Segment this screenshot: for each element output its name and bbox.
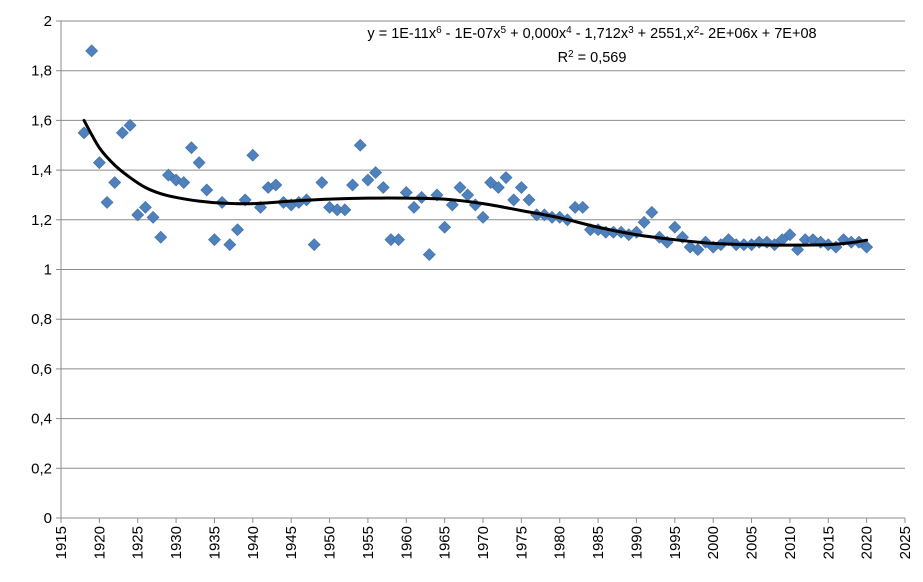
x-tick-label: 1915 — [53, 526, 70, 559]
data-point — [85, 44, 99, 58]
data-point — [476, 210, 490, 224]
x-tick-label: 1920 — [91, 526, 108, 559]
y-tick-labels: 0 0,2 0,4 0,6 0,8 1 1,2 1,4 1,6 1,8 2 — [31, 13, 52, 527]
y-tick-label: 0,4 — [31, 411, 52, 428]
data-point — [177, 176, 191, 189]
data-point — [438, 220, 452, 234]
data-point — [507, 193, 521, 207]
trendline — [82, 118, 869, 247]
x-tick-label: 1955 — [360, 526, 377, 559]
x-tick-label: 1995 — [667, 526, 684, 559]
data-point — [514, 181, 528, 194]
data-point — [208, 233, 221, 247]
x-tick-label: 1965 — [437, 526, 454, 559]
x-tick-label: 1930 — [168, 526, 185, 559]
x-tick-label: 2015 — [820, 526, 837, 559]
x-tick-label: 2025 — [897, 526, 914, 559]
x-tick-label: 1950 — [322, 526, 339, 559]
data-point — [453, 181, 467, 194]
x-tick-label: 1975 — [513, 526, 530, 559]
data-point — [645, 205, 659, 219]
data-point — [231, 223, 244, 237]
data-point — [392, 233, 406, 247]
x-tick-label: 2010 — [782, 526, 799, 559]
data-point — [576, 200, 590, 214]
data-point — [668, 220, 682, 234]
data-point — [246, 148, 260, 162]
data-point — [161, 168, 175, 182]
data-point — [484, 176, 498, 189]
data-point — [146, 210, 160, 224]
y-tick-label: 1,8 — [31, 63, 52, 80]
data-point — [315, 176, 329, 189]
data-point — [353, 138, 367, 152]
y-tick-label: 0,8 — [31, 311, 52, 328]
data-point — [369, 166, 383, 180]
data-points — [77, 44, 874, 262]
x-tick-label: 1960 — [398, 526, 415, 559]
data-point — [361, 173, 375, 187]
data-point — [407, 200, 421, 214]
data-point — [338, 203, 352, 217]
x-tick-label: 1990 — [628, 526, 645, 559]
data-point — [131, 208, 145, 222]
x-tick-label: 1970 — [475, 526, 492, 559]
y-tick-label: 1,2 — [31, 212, 52, 229]
trendline-curve — [82, 118, 869, 247]
data-point — [445, 198, 459, 212]
x-tick-label: 1980 — [552, 526, 569, 559]
data-point — [192, 156, 206, 170]
trendline-annotation: y = 1E-11x6 - 1E-07x5 + 0,000x4 - 1,712x… — [367, 25, 816, 67]
data-point — [200, 183, 214, 197]
data-point — [138, 200, 152, 214]
y-tick-label: 1,6 — [31, 112, 52, 129]
data-point — [461, 188, 475, 202]
data-point — [307, 238, 321, 252]
data-point — [783, 228, 797, 242]
y-tick-label: 0 — [44, 510, 52, 527]
data-point — [223, 238, 237, 252]
data-point — [691, 243, 705, 257]
data-point — [637, 215, 651, 229]
x-tick-label: 1935 — [206, 526, 223, 559]
data-point — [92, 156, 106, 170]
data-point — [491, 181, 505, 194]
data-point — [422, 248, 436, 262]
data-point — [123, 118, 137, 132]
x-tick-label: 1945 — [283, 526, 300, 559]
trendline-equation: y = 1E-11x6 - 1E-07x5 + 0,000x4 - 1,712x… — [367, 25, 816, 43]
x-tick-label: 1925 — [130, 526, 147, 559]
data-point — [185, 141, 198, 155]
data-point — [522, 193, 536, 207]
y-tick-label: 0,6 — [31, 361, 52, 378]
data-point — [100, 195, 114, 209]
y-tick-label: 1,4 — [31, 162, 52, 179]
x-tick-label: 2020 — [859, 526, 876, 559]
data-point — [154, 230, 168, 244]
data-point — [499, 171, 513, 184]
data-point — [269, 178, 283, 192]
data-point — [376, 181, 390, 194]
data-point — [108, 176, 122, 189]
axes — [56, 20, 906, 523]
x-tick-labels: 1915 1920 1925 1930 1935 1940 1945 1950 1955 1960… — [53, 526, 914, 559]
y-tick-label: 2 — [44, 13, 52, 30]
x-tick-label: 2000 — [705, 526, 722, 559]
y-tick-label: 0,2 — [31, 460, 52, 477]
x-tick-label: 2005 — [744, 526, 761, 559]
data-point — [860, 240, 874, 254]
x-tick-label: 1985 — [590, 526, 607, 559]
r-squared-label: R2 = 0,569 — [558, 49, 627, 67]
y-tick-label: 1 — [44, 262, 52, 279]
data-point — [346, 178, 359, 192]
x-tick-label: 1940 — [245, 526, 262, 559]
data-point — [115, 126, 129, 140]
